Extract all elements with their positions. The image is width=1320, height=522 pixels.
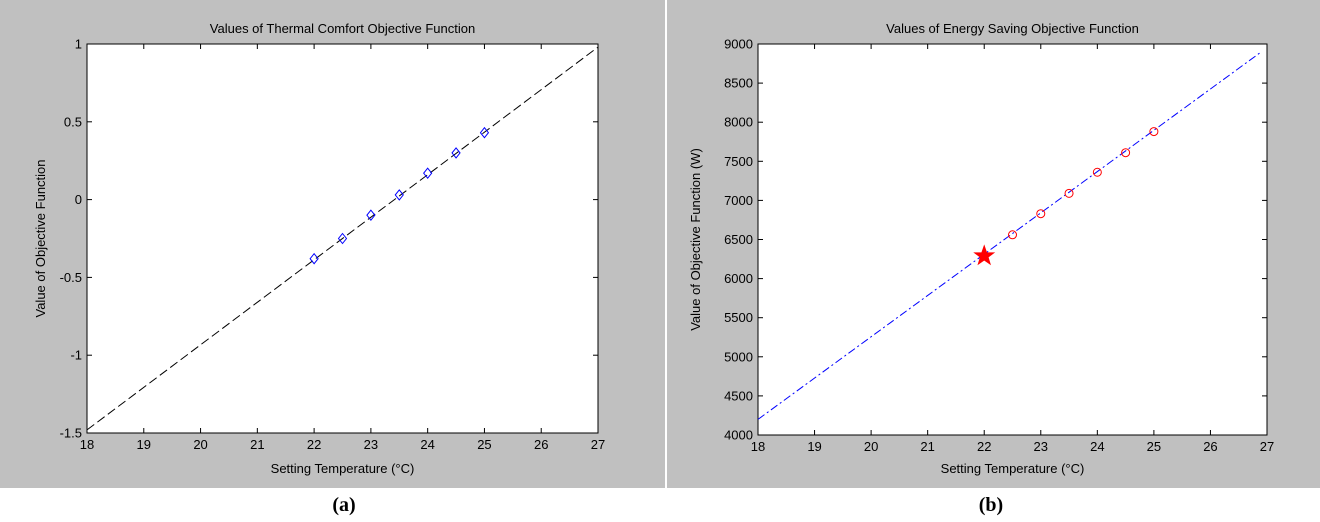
x-tick-label: 21	[920, 439, 934, 454]
star-point	[973, 244, 996, 266]
x-tick-label: 23	[1034, 439, 1048, 454]
y-tick-label: -0.5	[60, 270, 82, 285]
plot-area	[757, 43, 1268, 436]
y-tick-label: 6000	[724, 271, 753, 286]
series-line	[757, 51, 1262, 420]
diamond-point	[423, 167, 433, 179]
x-axis-label: Setting Temperature (°C)	[271, 461, 415, 476]
y-tick-label: -1	[70, 348, 82, 363]
chart-title: Values of Energy Saving Objective Functi…	[886, 21, 1139, 36]
x-tick-label: 18	[751, 439, 765, 454]
panel-a-caption: (a)	[332, 494, 356, 516]
series-line	[86, 46, 599, 431]
y-tick-label: 5500	[724, 310, 753, 325]
x-tick-label: 24	[1090, 439, 1104, 454]
circle-point	[1092, 167, 1102, 177]
y-tick-label: 8000	[724, 115, 753, 130]
x-tick-label: 24	[420, 437, 434, 452]
diamond-point	[309, 252, 319, 265]
y-tick-label: 5000	[724, 349, 753, 364]
x-tick-label: 22	[307, 437, 321, 452]
diamond-point	[479, 126, 490, 139]
thermal-comfort-chart: Values of Thermal Comfort Objective Func…	[33, 21, 605, 476]
circle-point	[1064, 188, 1074, 198]
diamond-point	[337, 232, 348, 245]
y-tick-label: 4500	[724, 388, 753, 403]
x-axis-label: Setting Temperature (°C)	[941, 461, 1085, 476]
x-tick-label: 25	[1147, 439, 1161, 454]
x-tick-label: 18	[80, 437, 94, 452]
panel-b-caption: (b)	[978, 494, 1004, 516]
x-tick-label: 23	[364, 437, 378, 452]
y-tick-label: 6500	[724, 232, 753, 247]
diamond-point	[451, 147, 461, 159]
y-tick-label: 1	[75, 37, 82, 52]
y-tick-label: 4000	[724, 428, 753, 443]
x-tick-label: 21	[250, 437, 264, 452]
diamond-point	[394, 189, 404, 201]
x-tick-label: 20	[864, 439, 878, 454]
x-tick-label: 19	[137, 437, 151, 452]
y-axis-label: Value of Objective Function	[33, 159, 48, 317]
y-tick-label: 0	[75, 192, 82, 207]
circle-point	[1008, 230, 1017, 240]
x-tick-label: 27	[591, 437, 605, 452]
chart-title: Values of Thermal Comfort Objective Func…	[210, 21, 475, 36]
x-tick-label: 22	[977, 439, 991, 454]
x-tick-label: 27	[1260, 439, 1274, 454]
x-tick-label: 20	[193, 437, 207, 452]
x-tick-label: 19	[807, 439, 821, 454]
y-tick-label: 9000	[724, 37, 753, 52]
x-tick-label: 26	[534, 437, 548, 452]
y-tick-label: 0.5	[64, 114, 82, 129]
circle-point	[1036, 209, 1046, 219]
circle-point	[1121, 148, 1131, 158]
x-tick-label: 25	[477, 437, 491, 452]
y-tick-label: 8500	[724, 76, 753, 91]
circle-point	[1149, 127, 1159, 137]
energy-saving-chart: Values of Energy Saving Objective Functi…	[688, 21, 1274, 476]
y-axis-label: Value of Objective Function (W)	[688, 148, 703, 331]
y-tick-label: -1.5	[60, 426, 82, 441]
diamond-point	[366, 209, 376, 221]
x-tick-label: 26	[1203, 439, 1217, 454]
panel-a: Values of Thermal Comfort Objective Func…	[0, 0, 665, 488]
y-tick-label: 7500	[724, 154, 753, 169]
panel-b: Values of Energy Saving Objective Functi…	[667, 0, 1320, 488]
y-tick-label: 7000	[724, 193, 753, 208]
